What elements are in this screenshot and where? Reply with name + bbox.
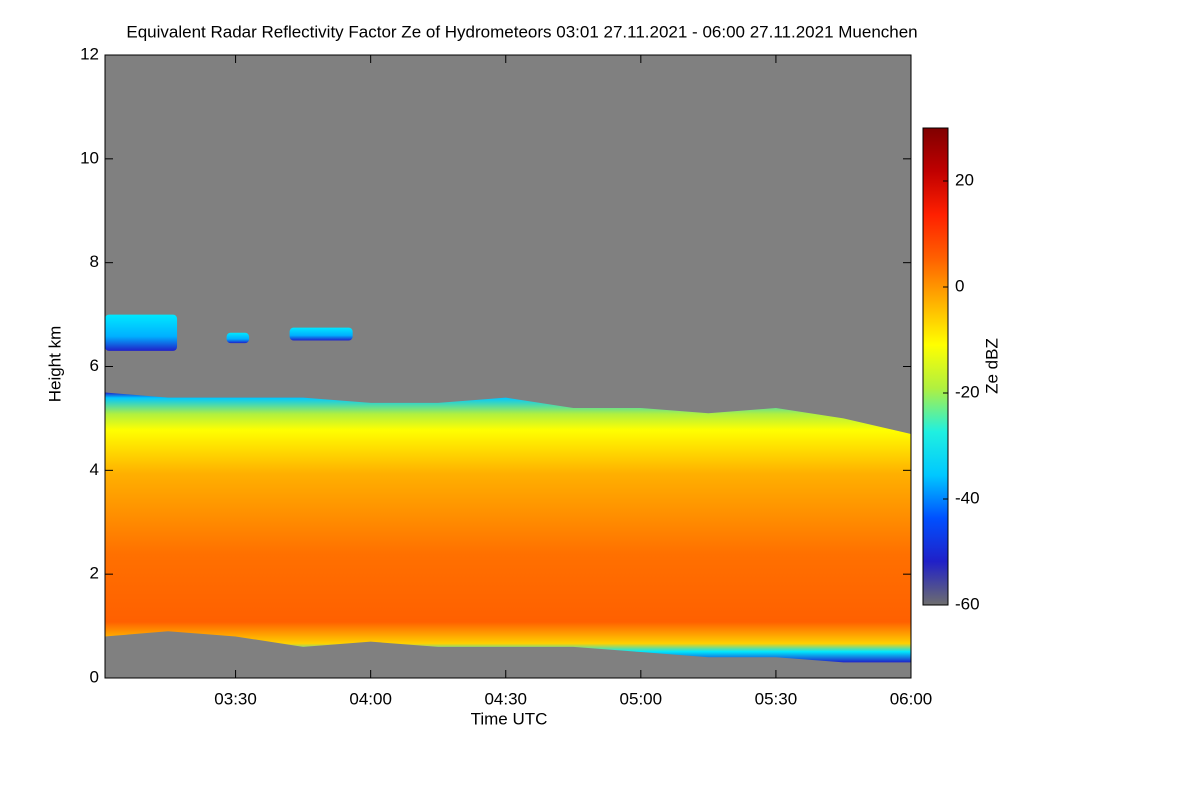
y-tick-label: 10 [80, 148, 99, 167]
y-tick-label: 0 [90, 667, 99, 686]
colorbar [922, 127, 949, 606]
upper-echo [105, 314, 178, 351]
chart-title: Equivalent Radar Reflectivity Factor Ze … [126, 22, 917, 41]
colorbar-tick-label: -20 [955, 382, 980, 401]
x-tick-label: 04:00 [349, 689, 392, 708]
colorbar-tick-label: -40 [955, 488, 980, 507]
colorbar-tick-label: 20 [955, 170, 974, 189]
upper-echo [226, 332, 250, 344]
echo-layer [105, 392, 911, 663]
x-tick-label: 03:30 [214, 689, 257, 708]
x-axis-label: Time UTC [471, 709, 548, 728]
colorbar-tick-label: -60 [955, 594, 980, 613]
colorbar-label: Ze dBZ [982, 338, 1001, 394]
y-axis-label: Height km [45, 326, 64, 403]
y-tick-label: 2 [90, 564, 99, 583]
x-tick-label: 05:00 [620, 689, 663, 708]
upper-echo [289, 327, 353, 341]
y-tick-label: 8 [90, 252, 99, 271]
y-tick-label: 6 [90, 356, 99, 375]
y-tick-label: 12 [80, 44, 99, 63]
y-tick-label: 4 [90, 460, 99, 479]
x-tick-label: 05:30 [755, 689, 798, 708]
x-tick-label: 06:00 [890, 689, 933, 708]
x-tick-label: 04:30 [484, 689, 527, 708]
colorbar-tick-label: 0 [955, 276, 964, 295]
